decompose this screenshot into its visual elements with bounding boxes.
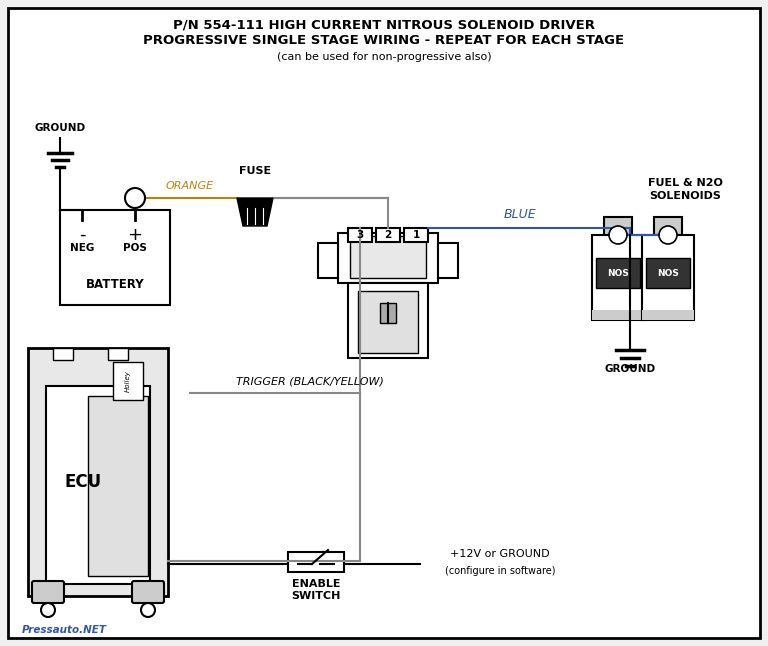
Text: P/N 554-111 HIGH CURRENT NITROUS SOLENOID DRIVER: P/N 554-111 HIGH CURRENT NITROUS SOLENOI… (173, 18, 595, 31)
Text: +12V or GROUND: +12V or GROUND (450, 549, 550, 559)
Text: (configure in software): (configure in software) (445, 566, 555, 576)
FancyBboxPatch shape (646, 258, 690, 288)
Text: 2: 2 (384, 230, 392, 240)
FancyBboxPatch shape (132, 581, 164, 603)
Text: ORANGE: ORANGE (166, 181, 214, 191)
FancyBboxPatch shape (358, 291, 418, 353)
Text: 3: 3 (356, 230, 363, 240)
Circle shape (141, 603, 155, 617)
Text: 1: 1 (412, 230, 419, 240)
Text: Pressauto.NET: Pressauto.NET (22, 625, 107, 635)
FancyBboxPatch shape (654, 217, 682, 235)
Text: -: - (79, 226, 85, 244)
FancyBboxPatch shape (642, 235, 694, 320)
FancyBboxPatch shape (348, 283, 428, 358)
Text: TRIGGER (BLACK/YELLOW): TRIGGER (BLACK/YELLOW) (236, 376, 384, 386)
Circle shape (609, 226, 627, 244)
Text: NOS: NOS (657, 269, 679, 278)
FancyBboxPatch shape (318, 243, 338, 278)
FancyBboxPatch shape (350, 236, 426, 278)
FancyBboxPatch shape (438, 243, 458, 278)
FancyBboxPatch shape (53, 348, 73, 360)
Text: ECU: ECU (65, 473, 101, 491)
FancyBboxPatch shape (8, 8, 760, 638)
FancyBboxPatch shape (108, 348, 128, 360)
FancyBboxPatch shape (338, 233, 438, 283)
FancyBboxPatch shape (113, 362, 143, 400)
Circle shape (125, 188, 145, 208)
FancyBboxPatch shape (380, 303, 396, 323)
Text: NOS: NOS (607, 269, 629, 278)
Circle shape (659, 226, 677, 244)
FancyBboxPatch shape (32, 581, 64, 603)
Text: NEG: NEG (70, 243, 94, 253)
Text: BATTERY: BATTERY (86, 278, 144, 291)
Polygon shape (237, 198, 273, 226)
Text: SWITCH: SWITCH (291, 591, 341, 601)
Text: Holley: Holley (125, 370, 131, 392)
FancyBboxPatch shape (404, 228, 428, 242)
Text: FUSE: FUSE (239, 166, 271, 176)
FancyBboxPatch shape (596, 258, 640, 288)
Text: POS: POS (123, 243, 147, 253)
Text: ENABLE: ENABLE (292, 579, 340, 589)
FancyBboxPatch shape (46, 386, 150, 584)
FancyBboxPatch shape (592, 235, 644, 320)
FancyBboxPatch shape (642, 310, 694, 320)
Text: +: + (127, 226, 143, 244)
Text: GROUND: GROUND (35, 123, 85, 133)
FancyBboxPatch shape (288, 552, 344, 572)
Text: (can be used for non-progressive also): (can be used for non-progressive also) (276, 52, 492, 62)
FancyBboxPatch shape (376, 228, 400, 242)
Text: GROUND: GROUND (604, 364, 656, 374)
FancyBboxPatch shape (28, 348, 168, 596)
FancyBboxPatch shape (592, 310, 644, 320)
Text: SOLENOIDS: SOLENOIDS (649, 191, 721, 201)
FancyBboxPatch shape (88, 396, 148, 576)
Text: PROGRESSIVE SINGLE STAGE WIRING - REPEAT FOR EACH STAGE: PROGRESSIVE SINGLE STAGE WIRING - REPEAT… (144, 34, 624, 47)
Text: FUEL & N2O: FUEL & N2O (647, 178, 723, 188)
FancyBboxPatch shape (348, 228, 372, 242)
Text: BLUE: BLUE (504, 208, 536, 221)
FancyBboxPatch shape (604, 217, 632, 235)
FancyBboxPatch shape (60, 210, 170, 305)
Circle shape (41, 603, 55, 617)
